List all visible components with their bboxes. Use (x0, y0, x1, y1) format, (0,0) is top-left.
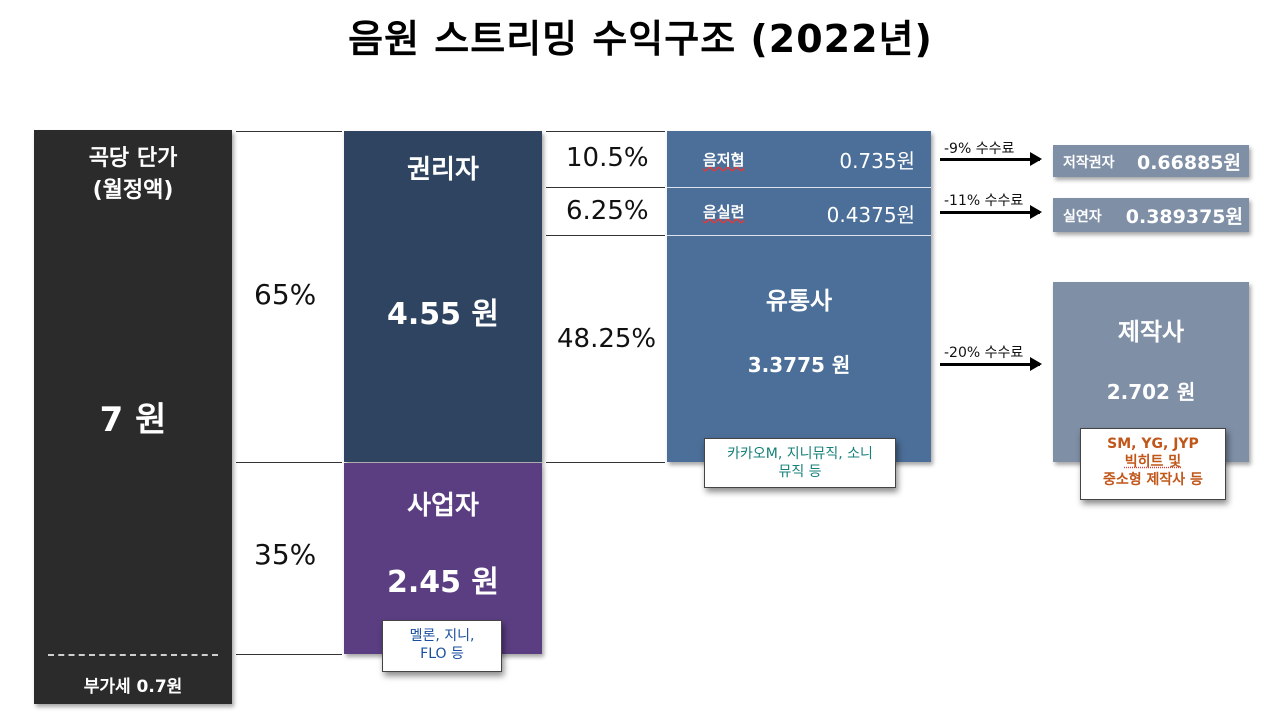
line-mid (236, 462, 342, 463)
business-percent: 35% (254, 538, 317, 571)
producer-note-line2: 빅히트 및 (1124, 454, 1182, 470)
business-label: 사업자 (407, 491, 479, 521)
performer-fee-label: -11% 수수료 (944, 193, 1024, 209)
producer-note-line3: 중소형 제작사 등 (1103, 472, 1203, 488)
composer-assoc-value: 0.735원 (839, 149, 915, 173)
performer-percent: 6.25% (566, 196, 649, 226)
performer-value: 0.389375원 (1125, 206, 1243, 228)
producer-value: 2.702 원 (1106, 380, 1196, 404)
split-line-4 (546, 462, 665, 463)
page-title: 음원 스트리밍 수익구조 (2022년) (348, 17, 933, 61)
performer-box: 실연자 0.389375원 (1053, 198, 1249, 232)
performer-assoc-value: 0.4375원 (826, 203, 915, 227)
split-line-1 (546, 131, 665, 132)
producer-fee-label: -20% 수수료 (944, 345, 1024, 361)
performer-assoc-label: 음실련 (703, 203, 745, 221)
producer-note-line1: SM, YG, JYP (1107, 436, 1199, 452)
rights-label: 권리자 (407, 155, 479, 185)
producer-label: 제작사 (1117, 318, 1185, 346)
distributor-divider-2 (667, 235, 931, 236)
copyright-holder-label: 저작권자 (1063, 155, 1115, 171)
performer-label: 실연자 (1063, 209, 1102, 225)
performer-fee-arrow (940, 205, 1042, 219)
producer-note: SM, YG, JYP 빅히트 및 중소형 제작사 등 (1080, 428, 1226, 500)
distributor-note-line2: 뮤직 등 (778, 464, 822, 480)
distributor-note-line1: 카카오M, 지니뮤직, 소니 (727, 446, 873, 462)
composer-fee-label: -9% 수수료 (944, 141, 1015, 157)
distributor-note: 카카오M, 지니뮤직, 소니 뮤직 등 (704, 438, 896, 488)
distributor-box: 음저협 0.735원 음실련 0.4375원 유통사 3.3775 원 (667, 131, 931, 462)
copyright-holder-value: 0.66885원 (1136, 152, 1241, 174)
vat-divider (48, 654, 218, 656)
vat-label: 부가세 0.7원 (83, 677, 183, 697)
split-line-2 (546, 187, 665, 188)
distributor-label: 유통사 (765, 287, 833, 315)
distributor-divider-1 (667, 187, 931, 188)
rights-value: 4.55 원 (386, 297, 500, 332)
distributor-value: 3.3775 원 (747, 353, 851, 377)
copyright-holder-box: 저작권자 0.66885원 (1053, 145, 1249, 177)
total-value: 7 원 (99, 400, 167, 440)
business-note: 멜론, 지니, FLO 등 (382, 620, 502, 672)
composer-assoc-label: 음저협 (703, 151, 745, 169)
composer-fee-arrow (940, 152, 1042, 166)
total-price-box: 곡당 단가 (월정액) 7 원 부가세 0.7원 (34, 130, 232, 704)
business-note-line1: 멜론, 지니, (409, 628, 475, 644)
business-value: 2.45 원 (386, 565, 500, 600)
distributor-percent: 48.25% (557, 324, 657, 354)
composer-percent: 10.5% (566, 143, 649, 173)
total-label-line1: 곡당 단가 (88, 146, 178, 171)
line-top (236, 131, 342, 132)
producer-fee-arrow (940, 357, 1042, 371)
total-label-line2: (월정액) (92, 178, 174, 203)
rights-percent: 65% (254, 278, 317, 311)
rights-holder-box: 권리자 4.55 원 (344, 131, 542, 462)
split-line-3 (546, 235, 665, 236)
line-bottom (236, 654, 342, 655)
business-note-line2: FLO 등 (420, 646, 464, 662)
